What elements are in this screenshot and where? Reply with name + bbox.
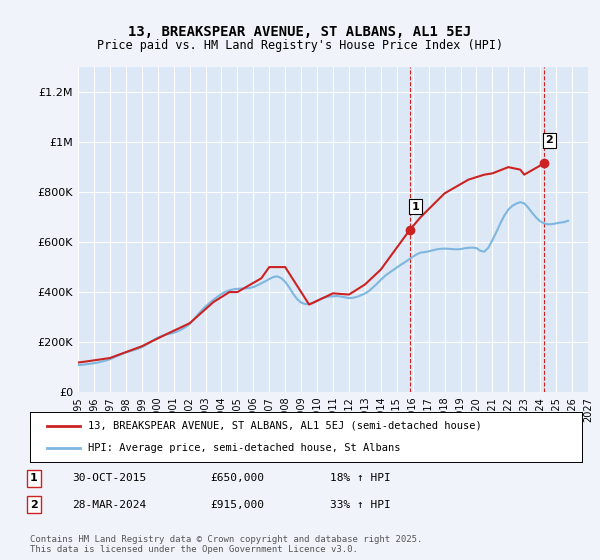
Text: 18% ↑ HPI: 18% ↑ HPI [330, 473, 391, 483]
Text: Price paid vs. HM Land Registry's House Price Index (HPI): Price paid vs. HM Land Registry's House … [97, 39, 503, 52]
Text: 28-MAR-2024: 28-MAR-2024 [72, 500, 146, 510]
Text: 13, BREAKSPEAR AVENUE, ST ALBANS, AL1 5EJ: 13, BREAKSPEAR AVENUE, ST ALBANS, AL1 5E… [128, 25, 472, 39]
Text: 1: 1 [412, 202, 419, 212]
Text: Contains HM Land Registry data © Crown copyright and database right 2025.
This d: Contains HM Land Registry data © Crown c… [30, 535, 422, 554]
Text: 30-OCT-2015: 30-OCT-2015 [72, 473, 146, 483]
Text: 1: 1 [30, 473, 38, 483]
Text: £915,000: £915,000 [210, 500, 264, 510]
Text: 33% ↑ HPI: 33% ↑ HPI [330, 500, 391, 510]
Text: 13, BREAKSPEAR AVENUE, ST ALBANS, AL1 5EJ (semi-detached house): 13, BREAKSPEAR AVENUE, ST ALBANS, AL1 5E… [88, 421, 482, 431]
Text: 2: 2 [545, 136, 553, 146]
Text: £650,000: £650,000 [210, 473, 264, 483]
Text: HPI: Average price, semi-detached house, St Albans: HPI: Average price, semi-detached house,… [88, 443, 400, 453]
Text: 2: 2 [30, 500, 38, 510]
